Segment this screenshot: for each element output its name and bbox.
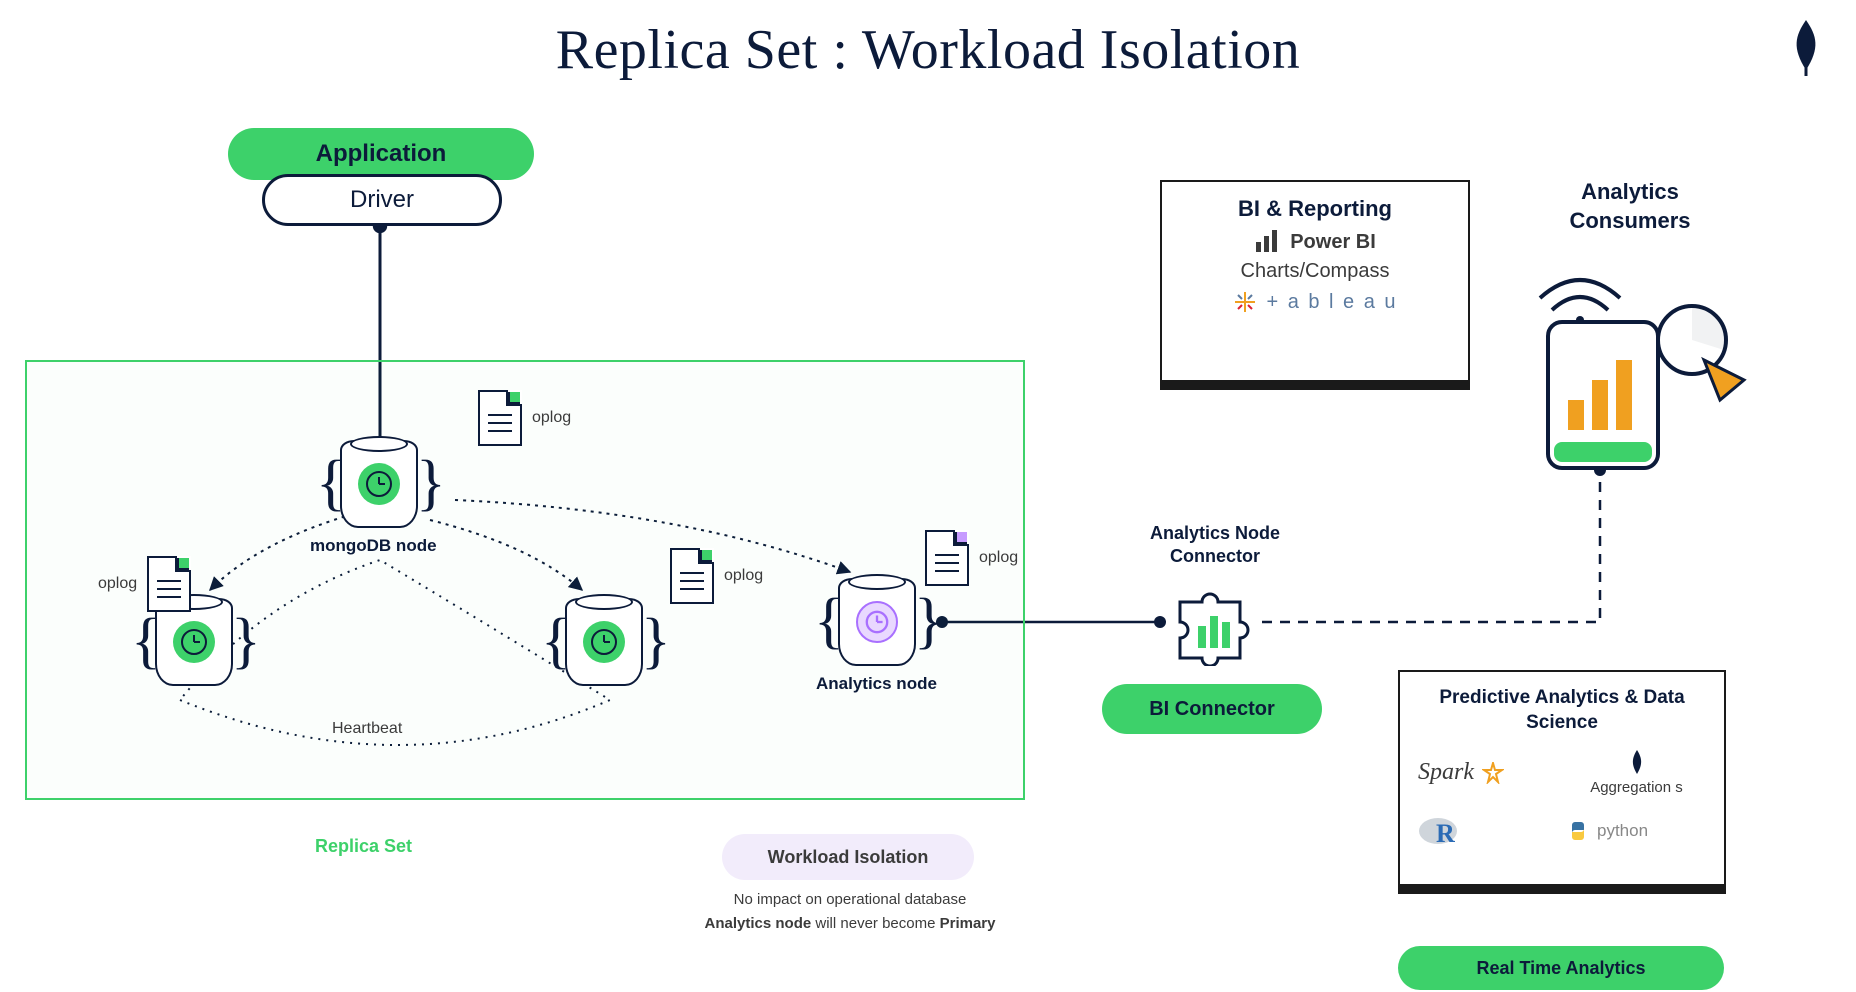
- python-row: python: [1567, 820, 1706, 842]
- isolation-note: No impact on operational database Analyt…: [690, 888, 1010, 936]
- primary-node-label: mongoDB node: [310, 536, 437, 556]
- replica-set-label: Replica Set: [315, 836, 412, 857]
- mongodb-leaf-icon: [1786, 18, 1826, 83]
- powerbi-icon: [1254, 230, 1282, 254]
- oplog-doc-sec1: oplog: [98, 556, 191, 612]
- mongodb-leaf-small-icon: [1628, 749, 1646, 777]
- predictive-panel-title: Predictive Analytics & Data Science: [1418, 686, 1706, 735]
- aggregations-row: Aggregation s: [1567, 749, 1706, 796]
- analytics-consumers-title: Analytics Consumers: [1520, 178, 1740, 235]
- python-icon: [1567, 820, 1589, 842]
- bi-panel-title: BI & Reporting: [1180, 196, 1450, 222]
- application-pill: Application: [228, 128, 534, 180]
- r-row: R: [1418, 814, 1557, 848]
- r-logo-icon: R: [1418, 814, 1462, 848]
- connector-puzzle-icon: [1168, 588, 1258, 671]
- bi-reporting-panel: BI & Reporting Power BI Charts/Compass +…: [1160, 180, 1470, 390]
- tableau-icon: [1232, 289, 1258, 315]
- secondary-node-2: { }: [565, 598, 643, 686]
- analytics-node-label: Analytics node: [816, 674, 937, 694]
- analytics-node: { } Analytics node: [838, 578, 937, 694]
- workload-isolation-pill: Workload Isolation: [722, 834, 974, 880]
- charts-compass-row: Charts/Compass: [1180, 260, 1450, 283]
- oplog-doc-sec2: oplog: [670, 548, 763, 604]
- page-title: Replica Set : Workload Isolation: [556, 18, 1301, 82]
- spark-row: Spark: [1418, 759, 1557, 786]
- primary-mongodb-node: { } mongoDB node: [340, 440, 437, 556]
- bi-connector-pill: BI Connector: [1102, 684, 1322, 734]
- real-time-analytics-pill: Real Time Analytics: [1398, 946, 1724, 990]
- heartbeat-label: Heartbeat: [332, 720, 402, 738]
- svg-text:R: R: [1436, 819, 1455, 848]
- spark-star-icon: [1482, 762, 1504, 784]
- connector-label: Analytics Node Connector: [1110, 522, 1320, 569]
- oplog-doc-analytics: oplog: [925, 530, 1018, 586]
- oplog-doc-primary: oplog: [478, 390, 571, 446]
- analytics-phone-icon: [1520, 250, 1750, 475]
- powerbi-row: Power BI: [1180, 230, 1450, 254]
- predictive-analytics-panel: Predictive Analytics & Data Science Spar…: [1398, 670, 1726, 894]
- tableau-row: + a b l e a u: [1180, 289, 1450, 315]
- driver-pill: Driver: [262, 174, 502, 226]
